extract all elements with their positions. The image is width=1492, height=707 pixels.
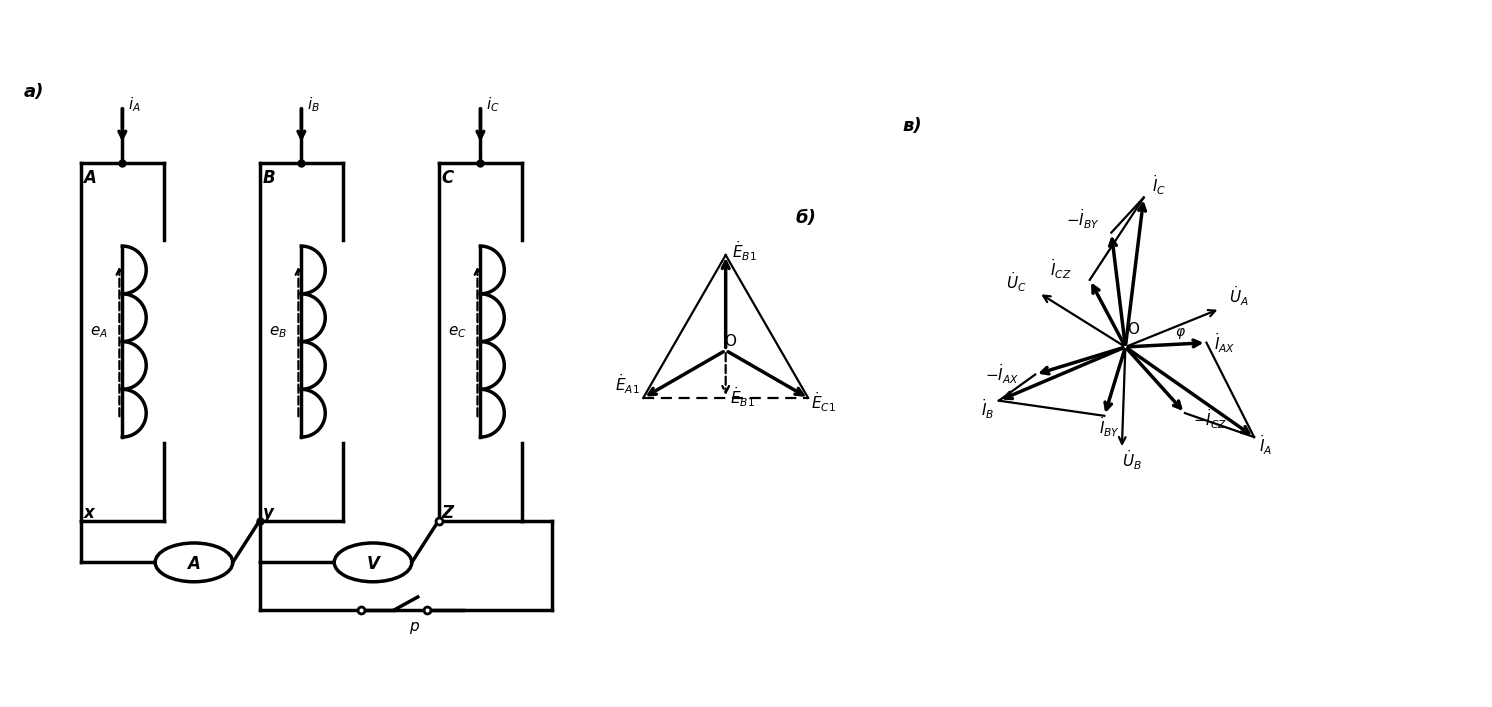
Text: $\dot{I}_{BY}$: $\dot{I}_{BY}$ [1100,415,1120,439]
Text: $\varphi$: $\varphi$ [1176,327,1186,341]
Text: $i_A$: $i_A$ [128,95,142,114]
Text: $\dot{E}_{B1}$: $\dot{E}_{B1}$ [730,385,755,409]
Text: $e_{A}$: $e_{A}$ [90,325,107,340]
Text: $\dot{E}_{A1}$: $\dot{E}_{A1}$ [615,373,640,397]
Text: A: A [84,170,97,187]
Text: $\dot{I}_{CZ}$: $\dot{I}_{CZ}$ [1050,257,1073,281]
Text: $i_B$: $i_B$ [307,95,321,114]
Text: $\dot{I}_{AX}$: $\dot{I}_{AX}$ [1214,332,1235,355]
Text: $-\dot{I}_{BY}$: $-\dot{I}_{BY}$ [1065,207,1100,230]
Text: $\dot{U}_C$: $\dot{U}_C$ [1006,270,1026,293]
Text: б): б) [795,209,816,228]
Text: p: p [409,619,418,634]
Text: O: O [1128,322,1140,337]
Text: B: B [263,170,275,187]
Text: $e_{C}$: $e_{C}$ [448,325,467,340]
Text: V: V [367,555,379,573]
Text: $\dot{I}_A$: $\dot{I}_A$ [1259,434,1273,457]
Text: A: A [188,555,200,573]
Text: в): в) [903,117,922,135]
Text: а): а) [24,83,45,101]
Text: $\dot{I}_B$: $\dot{I}_B$ [980,397,994,421]
Text: $\dot{E}_{C1}$: $\dot{E}_{C1}$ [812,390,837,414]
Text: $\dot{U}_B$: $\dot{U}_B$ [1122,448,1141,472]
Text: $-\dot{I}_{AX}$: $-\dot{I}_{AX}$ [986,362,1019,386]
Text: $\dot{I}_C$: $\dot{I}_C$ [1152,173,1165,197]
Text: x: x [84,503,94,522]
Text: $-\dot{I}_{CZ}$: $-\dot{I}_{CZ}$ [1192,407,1228,431]
Text: Z: Z [442,503,454,522]
Text: O: O [724,334,736,349]
Text: $e_{B}$: $e_{B}$ [269,325,286,340]
Text: y: y [263,503,273,522]
Text: $i_C$: $i_C$ [486,95,500,114]
Text: $\dot{U}_A$: $\dot{U}_A$ [1229,284,1249,308]
Text: $\dot{E}_{B1}$: $\dot{E}_{B1}$ [733,240,756,263]
Text: C: C [442,170,454,187]
